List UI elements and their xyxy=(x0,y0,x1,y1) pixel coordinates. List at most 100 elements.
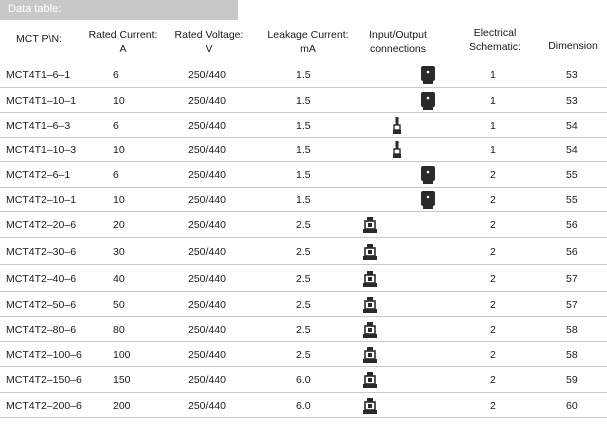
table-row: MCT4T2–30–6 30 250/440 2.5 2 56 xyxy=(0,238,607,265)
cell-current: 40 xyxy=(113,272,125,285)
cell-pn: MCT4T1–6–3 xyxy=(6,119,71,132)
cell-voltage: 250/440 xyxy=(188,298,226,311)
row-divider xyxy=(0,161,607,162)
cell-voltage: 250/440 xyxy=(188,169,226,181)
header-current: Rated Current: A xyxy=(88,29,158,55)
cell-dimension: 54 xyxy=(566,119,578,132)
header-pn: MCT P\N: xyxy=(16,33,62,45)
table-row: MCT4T2–80–6 80 250/440 2.5 2 58 xyxy=(0,317,607,342)
table-row: MCT4T2–6–1 6 250/440 1.5 2 55 xyxy=(0,162,607,188)
cell-voltage: 250/440 xyxy=(188,144,226,156)
terminal-icon xyxy=(362,270,378,288)
cell-pn: MCT4T1–10–1 xyxy=(6,94,77,107)
terminal-icon xyxy=(362,371,378,389)
cell-schematic: 1 xyxy=(490,144,496,156)
table-row: MCT4T2–10–1 10 250/440 1.5 2 55 xyxy=(0,188,607,212)
cell-pn: MCT4T2–80–6 xyxy=(6,323,77,336)
cell-leakage: 1.5 xyxy=(296,144,311,156)
table-row: MCT4T2–100–6 100 250/440 2.5 2 58 xyxy=(0,342,607,367)
block-icon xyxy=(420,190,436,210)
cell-schematic: 1 xyxy=(490,69,496,81)
cell-current: 6 xyxy=(113,169,119,181)
row-divider xyxy=(0,264,607,265)
terminal-icon xyxy=(362,321,378,339)
table-row: MCT4T1–6–1 6 250/440 1.5 1 53 xyxy=(0,62,607,88)
cell-leakage: 6.0 xyxy=(296,374,311,386)
cell-pn: MCT4T2–30–6 xyxy=(6,245,77,258)
cell-dimension: 55 xyxy=(566,169,578,181)
cell-leakage: 1.5 xyxy=(296,194,311,206)
cell-current: 10 xyxy=(113,194,125,206)
cell-pn: MCT4T2–20–6 xyxy=(6,219,77,231)
cell-schematic: 2 xyxy=(490,298,496,311)
row-divider xyxy=(0,417,607,418)
table-row: MCT4T1–10–1 10 250/440 1.5 1 53 xyxy=(0,88,607,113)
table-row: MCT4T1–6–3 6 250/440 1.5 1 54 xyxy=(0,113,607,138)
block-icon xyxy=(420,65,436,85)
cell-leakage: 1.5 xyxy=(296,69,311,81)
cell-voltage: 250/440 xyxy=(188,374,226,386)
cell-schematic: 2 xyxy=(490,399,496,412)
cell-voltage: 250/440 xyxy=(188,219,226,231)
row-divider xyxy=(0,366,607,367)
cell-leakage: 2.5 xyxy=(296,272,311,285)
table-row: MCT4T1–10–3 10 250/440 1.5 1 54 xyxy=(0,138,607,162)
cell-schematic: 2 xyxy=(490,169,496,181)
cell-leakage: 2.5 xyxy=(296,245,311,258)
row-divider xyxy=(0,137,607,138)
cell-voltage: 250/440 xyxy=(188,399,226,412)
cell-pn: MCT4T2–10–1 xyxy=(6,194,77,206)
cell-pn: MCT4T2–50–6 xyxy=(6,298,77,311)
pin-icon xyxy=(392,116,402,136)
cell-pn: MCT4T1–10–3 xyxy=(6,144,77,156)
table-row: MCT4T2–40–6 40 250/440 2.5 2 57 xyxy=(0,265,607,292)
cell-current: 6 xyxy=(113,69,119,81)
table-row: MCT4T2–150–6 150 250/440 6.0 2 59 xyxy=(0,367,607,393)
row-divider xyxy=(0,392,607,393)
header-voltage: Rated Voltage: V xyxy=(174,29,244,55)
cell-current: 200 xyxy=(113,399,131,412)
cell-pn: MCT4T1–6–1 xyxy=(6,69,71,81)
block-icon xyxy=(420,91,436,111)
table-row: MCT4T2–20–6 20 250/440 2.5 2 56 xyxy=(0,212,607,238)
row-divider xyxy=(0,316,607,317)
cell-dimension: 57 xyxy=(566,272,578,285)
terminal-icon xyxy=(362,296,378,314)
cell-dimension: 53 xyxy=(566,94,578,107)
table-title: Data table: xyxy=(8,3,62,15)
header-schematic: Electrical Schematic: xyxy=(469,27,521,53)
cell-schematic: 2 xyxy=(490,374,496,386)
cell-leakage: 2.5 xyxy=(296,298,311,311)
cell-schematic: 1 xyxy=(490,119,496,132)
row-divider xyxy=(0,341,607,342)
cell-schematic: 2 xyxy=(490,245,496,258)
table-row: MCT4T2–200–6 200 250/440 6.0 2 60 xyxy=(0,393,607,418)
table-row: MCT4T2–50–6 50 250/440 2.5 2 57 xyxy=(0,292,607,317)
row-divider xyxy=(0,237,607,238)
cell-voltage: 250/440 xyxy=(188,194,226,206)
cell-pn: MCT4T2–100–6 xyxy=(6,348,82,361)
cell-leakage: 1.5 xyxy=(296,94,311,107)
cell-dimension: 58 xyxy=(566,348,578,361)
terminal-icon xyxy=(362,216,378,234)
row-divider xyxy=(0,187,607,188)
cell-voltage: 250/440 xyxy=(188,69,226,81)
cell-current: 20 xyxy=(113,219,125,231)
cell-current: 6 xyxy=(113,119,119,132)
cell-current: 10 xyxy=(113,94,125,107)
row-divider xyxy=(0,211,607,212)
cell-dimension: 56 xyxy=(566,245,578,258)
cell-pn: MCT4T2–150–6 xyxy=(6,374,82,386)
terminal-icon xyxy=(362,346,378,364)
terminal-icon xyxy=(362,243,378,261)
cell-schematic: 2 xyxy=(490,219,496,231)
cell-pn: MCT4T2–6–1 xyxy=(6,169,71,181)
cell-schematic: 2 xyxy=(490,272,496,285)
cell-schematic: 2 xyxy=(490,348,496,361)
cell-schematic: 2 xyxy=(490,194,496,206)
header-io: Input/Output connections xyxy=(369,29,427,55)
header-leakage: Leakage Current: mA xyxy=(267,29,349,55)
table-title-bar: Data table: xyxy=(0,0,238,20)
cell-voltage: 250/440 xyxy=(188,119,226,132)
row-divider xyxy=(0,291,607,292)
